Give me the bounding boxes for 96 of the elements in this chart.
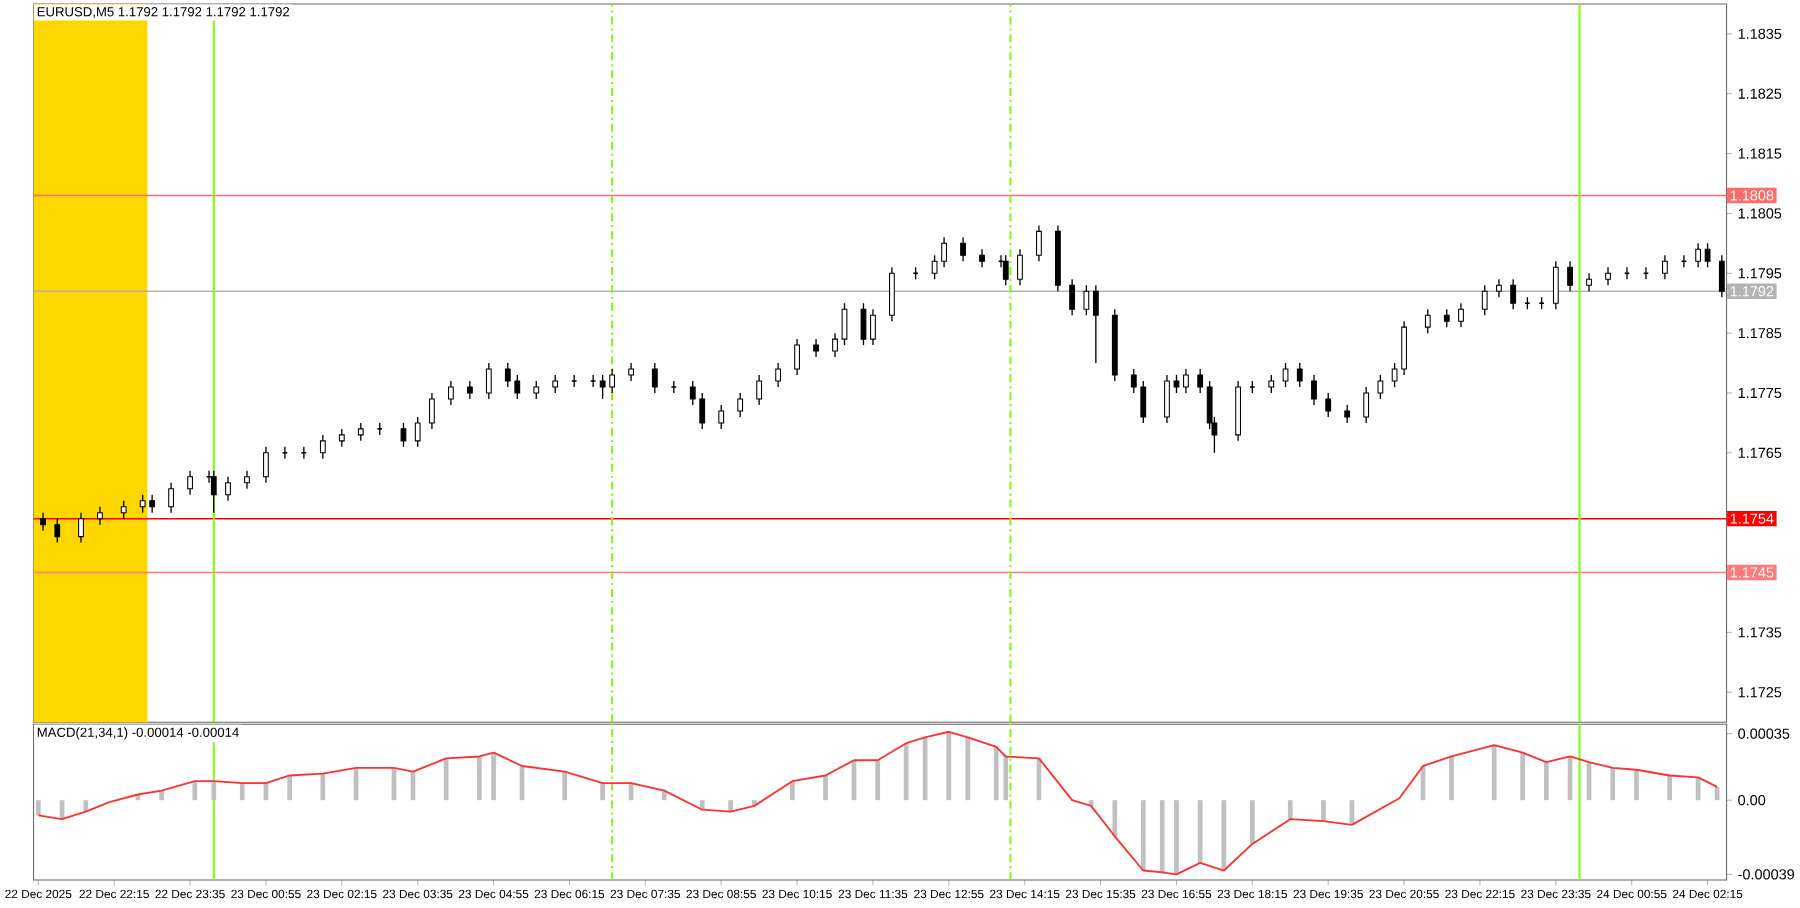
candlestick (1662, 254, 1668, 281)
bar (320, 773, 326, 801)
candlestick (1311, 374, 1317, 406)
candlestick (1424, 308, 1431, 334)
candlestick (429, 392, 435, 430)
bar (823, 775, 828, 801)
candlestick (756, 374, 763, 406)
candlestick (1586, 272, 1592, 293)
bar (211, 781, 217, 801)
candlestick (1296, 362, 1303, 388)
bar (1449, 756, 1454, 801)
candlestick (1197, 368, 1204, 394)
candlestick (447, 380, 454, 406)
candlestick (319, 434, 326, 460)
bar (993, 747, 999, 801)
bar (1003, 756, 1009, 801)
bar (946, 731, 952, 801)
candlestick (1325, 392, 1332, 418)
candlestick (1718, 254, 1725, 299)
candlestick (1510, 278, 1517, 310)
candlestick (979, 248, 985, 269)
bar (661, 790, 667, 801)
bar (1610, 768, 1616, 801)
candlestick (794, 338, 800, 376)
bar (1249, 800, 1255, 845)
candlestick (1552, 260, 1559, 310)
candlestick (860, 302, 867, 346)
bar (35, 800, 41, 816)
candlestick (1496, 278, 1502, 299)
candlestick (263, 446, 269, 484)
candlestick (870, 308, 876, 346)
bar (1197, 800, 1203, 864)
candlestick (1481, 284, 1488, 316)
bar (600, 783, 606, 801)
candlestick (1567, 260, 1573, 293)
bar (1634, 769, 1639, 801)
bar (1159, 800, 1165, 873)
candlestick (210, 470, 217, 514)
candlestick (300, 446, 308, 460)
candlestick (1605, 266, 1611, 287)
candlestick (1235, 380, 1242, 442)
candlestick (187, 470, 193, 496)
candlestick (718, 404, 725, 430)
candlestick (1083, 284, 1090, 316)
candlestick (485, 362, 492, 400)
bar (1112, 800, 1118, 837)
candlestick (78, 512, 84, 544)
candlestick (225, 476, 231, 502)
bar (1667, 775, 1673, 801)
candlestick (244, 470, 250, 490)
bar (192, 781, 198, 801)
candlestick (1017, 248, 1023, 287)
bar (875, 760, 881, 801)
bar (1491, 745, 1497, 801)
candlestick (1069, 278, 1076, 316)
candlestick (960, 236, 966, 263)
candlestick (1642, 266, 1650, 281)
candlestick (1623, 266, 1631, 281)
bar (443, 758, 449, 801)
bar (1140, 800, 1146, 871)
candlestick (1282, 362, 1289, 388)
bar (562, 771, 568, 801)
bar (965, 737, 971, 801)
candlestick (1695, 242, 1702, 269)
bar (1287, 800, 1293, 820)
candlestick (889, 266, 895, 322)
line-series (37, 731, 1718, 876)
candlestick (1036, 224, 1042, 263)
bar (1174, 800, 1179, 875)
candlestick (40, 512, 46, 532)
candlestick (1092, 284, 1099, 364)
bar (491, 752, 496, 801)
candlestick (651, 362, 658, 394)
candlestick (97, 506, 103, 526)
candlestick (737, 392, 744, 418)
bar (789, 781, 795, 801)
candlestick (400, 422, 407, 448)
bar (239, 783, 245, 801)
bar (903, 743, 909, 801)
candlestick (281, 446, 289, 460)
candlestick (1363, 386, 1370, 424)
candlestick (1377, 374, 1384, 400)
candlestick (1458, 302, 1464, 328)
candlestick (168, 482, 174, 514)
candlestick (1002, 254, 1009, 287)
candlestick (54, 518, 61, 544)
bar (1321, 800, 1326, 822)
bar (287, 775, 293, 801)
bar (1520, 752, 1526, 801)
candlestick (775, 362, 782, 388)
bar (1544, 762, 1549, 801)
bar (159, 790, 164, 801)
candlestick (1704, 242, 1711, 269)
candlestick (1183, 368, 1189, 394)
bar (476, 756, 482, 801)
candlestick (414, 416, 421, 448)
